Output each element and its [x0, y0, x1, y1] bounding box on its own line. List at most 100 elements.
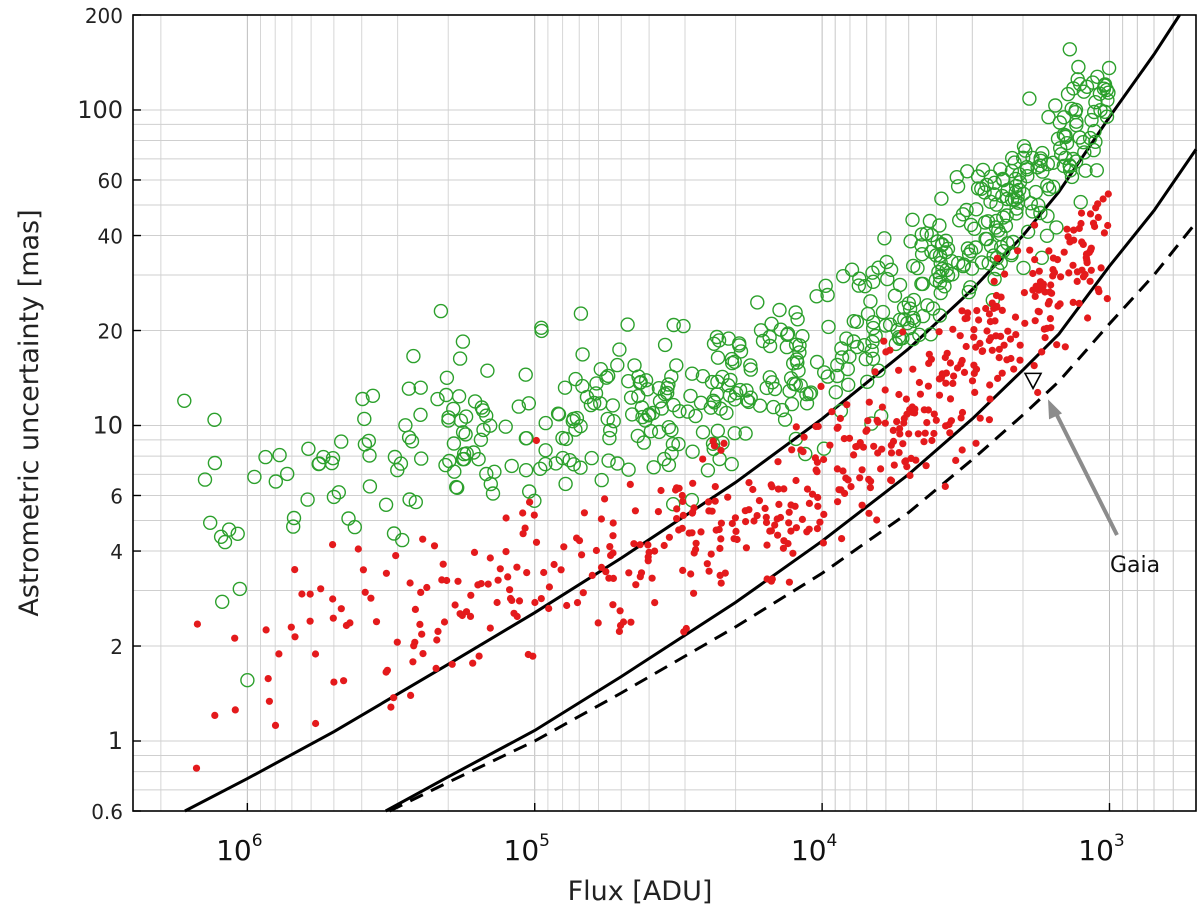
data-point	[887, 449, 896, 457]
data-point	[755, 333, 771, 349]
data-point	[519, 530, 527, 538]
data-point	[446, 401, 461, 417]
data-point	[592, 546, 601, 555]
data-point	[1035, 164, 1050, 179]
data-point	[597, 515, 606, 523]
y-tick-label: 200	[85, 4, 123, 28]
data-point	[914, 246, 930, 262]
data-point	[903, 463, 911, 471]
data-point	[438, 457, 453, 473]
data-point	[732, 338, 747, 353]
data-point	[791, 363, 806, 378]
data-point	[916, 390, 925, 398]
data-point	[899, 328, 907, 336]
data-point	[767, 381, 783, 397]
data-point	[920, 298, 935, 313]
data-point	[895, 390, 903, 399]
data-point	[340, 677, 348, 685]
data-point	[912, 456, 920, 464]
data-point	[627, 618, 635, 626]
data-point	[902, 301, 918, 316]
data-point	[828, 408, 836, 416]
data-point	[987, 175, 1002, 191]
data-point	[750, 295, 765, 310]
data-point	[378, 497, 394, 512]
data-point	[409, 658, 417, 666]
data-point	[997, 293, 1005, 301]
data-point	[1033, 205, 1048, 221]
data-point	[469, 659, 477, 667]
data-point	[467, 591, 475, 599]
data-point	[972, 439, 980, 447]
data-point	[720, 439, 728, 447]
data-point	[865, 509, 873, 517]
data-point	[612, 342, 627, 357]
data-point	[767, 481, 775, 489]
data-point	[1053, 341, 1061, 349]
data-point	[906, 471, 914, 480]
data-point	[928, 436, 936, 445]
data-point	[950, 179, 966, 194]
data-point	[286, 519, 301, 534]
data-point	[793, 378, 808, 393]
data-point	[852, 271, 867, 286]
data-point	[382, 569, 390, 577]
data-point	[329, 595, 337, 603]
data-point	[932, 275, 948, 290]
data-point	[673, 505, 681, 513]
data-point	[446, 436, 462, 451]
data-point	[983, 194, 998, 210]
y-tick-label: 0.6	[91, 800, 123, 824]
data-point	[739, 383, 754, 398]
data-point	[1045, 179, 1061, 195]
data-point	[717, 579, 725, 587]
data-point	[753, 511, 761, 520]
data-point	[864, 417, 872, 425]
data-point	[665, 533, 674, 541]
data-point	[1035, 145, 1050, 161]
data-point	[1086, 277, 1094, 285]
data-point	[762, 513, 770, 521]
data-point	[486, 554, 494, 562]
data-point	[710, 423, 725, 438]
data-point	[712, 451, 727, 467]
data-point	[949, 169, 964, 185]
data-point	[504, 573, 512, 581]
data-point	[697, 528, 705, 536]
data-point	[531, 598, 539, 607]
data-point	[1040, 208, 1055, 224]
data-point	[914, 227, 929, 242]
data-point	[330, 678, 338, 686]
data-point	[851, 278, 866, 293]
data-point	[962, 342, 970, 351]
data-point	[1056, 110, 1072, 125]
data-point	[911, 405, 919, 413]
y-tick-label: 10	[92, 411, 123, 439]
data-point	[743, 362, 758, 377]
data-point	[640, 382, 655, 397]
data-point	[868, 328, 883, 344]
data-point	[779, 339, 794, 355]
data-point	[393, 638, 401, 646]
data-point	[474, 581, 482, 589]
data-point	[990, 304, 998, 312]
data-point	[993, 162, 1008, 177]
data-point	[1030, 362, 1038, 370]
data-point	[652, 424, 667, 440]
data-point	[775, 500, 783, 508]
data-point	[1004, 327, 1012, 335]
data-point	[865, 398, 873, 406]
data-point	[1077, 219, 1085, 228]
data-point	[467, 394, 483, 409]
data-point	[623, 390, 639, 405]
data-point	[423, 583, 431, 592]
data-point	[706, 336, 722, 351]
data-point	[1062, 42, 1078, 57]
data-point	[440, 618, 449, 626]
data-point	[625, 407, 640, 422]
data-point	[987, 271, 1002, 287]
data-point	[666, 497, 681, 512]
data-point	[413, 407, 428, 422]
data-point	[961, 247, 977, 262]
data-point	[952, 456, 960, 464]
